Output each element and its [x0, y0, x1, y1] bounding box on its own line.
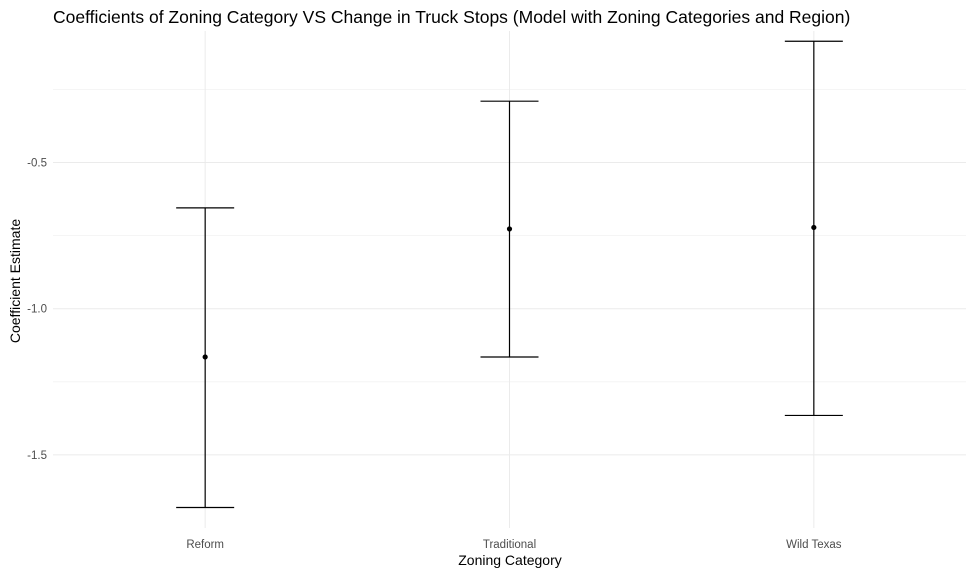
x-tick-label: Traditional [483, 539, 536, 551]
x-tick-labels: Reform Traditional Wild Texas [186, 539, 841, 551]
x-tick-label: Reform [186, 539, 224, 551]
error-bars [176, 40, 843, 509]
chart-title: Coefficients of Zoning Category VS Chang… [53, 7, 850, 27]
estimate-point [811, 224, 817, 231]
x-tick-label: Wild Texas [786, 539, 842, 551]
y-tick-label: -1.0 [27, 304, 47, 316]
estimate-point [202, 354, 208, 360]
y-tick-label: -0.5 [27, 158, 47, 170]
y-axis-title: Coefficient Estimate [7, 219, 23, 343]
estimate-point [506, 226, 513, 232]
y-tick-labels: -1.5 -1.0 -0.5 [27, 158, 47, 462]
y-tick-label: -1.5 [27, 450, 47, 462]
x-axis-title: Zoning Category [458, 552, 562, 568]
